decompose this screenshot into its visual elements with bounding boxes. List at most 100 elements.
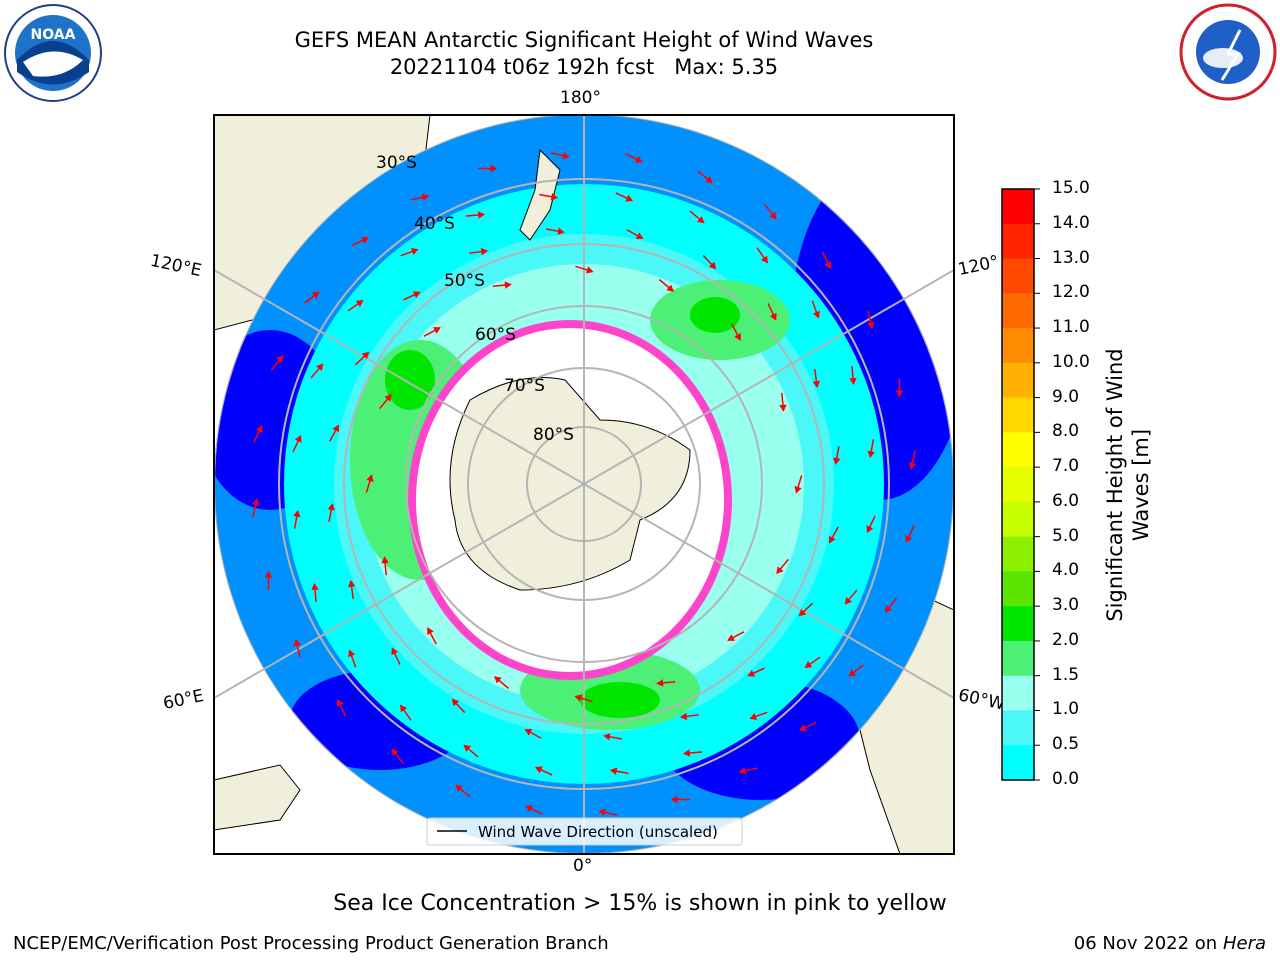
wind-arrow-head bbox=[634, 155, 643, 163]
wind-arrow-head bbox=[311, 583, 319, 591]
wind-arrow-head bbox=[455, 784, 463, 792]
wind-arrow-head bbox=[251, 498, 260, 506]
wind-arrow-head bbox=[779, 404, 787, 412]
wind-arrow-head bbox=[490, 164, 498, 173]
sea-ice-note: Sea Ice Concentration > 15% is shown in … bbox=[333, 891, 947, 916]
wind-arrow-head bbox=[598, 808, 606, 817]
wind-arrow-head bbox=[708, 261, 717, 270]
colorbar-band bbox=[1002, 397, 1034, 433]
lat-label-70s: 70°S bbox=[504, 376, 545, 396]
colorbar-tick-label: 2.0 bbox=[1052, 629, 1080, 650]
wind-arrow-head bbox=[534, 766, 543, 774]
wind-arrow-head bbox=[666, 284, 675, 292]
wind-arrow-head bbox=[255, 425, 263, 434]
wind-arrow-head bbox=[804, 661, 813, 668]
colorbar-band bbox=[1002, 536, 1034, 572]
wind-arrow-head bbox=[833, 457, 841, 465]
wind-arrow-head bbox=[316, 363, 324, 371]
lat-label-80s: 80°S bbox=[533, 425, 574, 445]
colorbar-label-line2: Waves [m] bbox=[1129, 428, 1153, 542]
wind-arrows bbox=[251, 151, 917, 817]
wind-arrow-head bbox=[421, 193, 430, 201]
wind-arrow-head bbox=[550, 193, 559, 201]
wind-arrow-head bbox=[683, 749, 691, 757]
wind-arrow-head bbox=[294, 434, 302, 443]
wind-arrow-head bbox=[366, 474, 374, 483]
colorbar-tick-label: 1.5 bbox=[1052, 664, 1080, 685]
wind-arrow-head bbox=[311, 291, 320, 299]
colorbar-tick-label: 6.0 bbox=[1052, 490, 1080, 511]
colorbar-band bbox=[1002, 501, 1034, 538]
wind-arrow-head bbox=[355, 300, 364, 307]
colorbar-tick-label: 0.0 bbox=[1052, 769, 1080, 789]
wind-arrow-head bbox=[524, 729, 533, 736]
wind-arrow-head bbox=[381, 556, 389, 564]
colorbar-tick-label: 0.5 bbox=[1052, 734, 1080, 755]
colorbar-tick-label: 15.0 bbox=[1052, 178, 1090, 198]
wind-arrow-head bbox=[480, 247, 489, 256]
machine-name: Hera bbox=[1222, 933, 1266, 954]
wind-arrow-head bbox=[348, 649, 356, 658]
wind-arrow-head bbox=[798, 608, 807, 617]
wind-arrow-head bbox=[391, 748, 399, 757]
wind-arrow-head bbox=[799, 724, 807, 732]
wind-arrow-head bbox=[761, 255, 768, 264]
wind-arrow-head bbox=[603, 733, 611, 741]
chart-title: GEFS MEAN Antarctic Significant Height o… bbox=[294, 28, 874, 52]
wind-arrow-head bbox=[384, 393, 392, 402]
wind-arrow-head bbox=[738, 767, 747, 775]
wind-arrow-head bbox=[525, 805, 534, 813]
wind-arrow-head bbox=[585, 266, 594, 274]
colorbar-band bbox=[1002, 223, 1034, 260]
africa-land bbox=[214, 764, 301, 831]
credit-text: NCEP/EMC/Verification Post Processing Pr… bbox=[13, 933, 609, 954]
colorbar bbox=[1001, 188, 1040, 781]
wind-arrow-head bbox=[867, 450, 875, 459]
lon-label-180: 180° bbox=[560, 88, 601, 108]
wind-arrow-head bbox=[451, 698, 460, 707]
lat-label-50s: 50°S bbox=[444, 271, 485, 291]
noaa-logo: NOAA bbox=[3, 2, 103, 104]
date-stamp: 06 Nov 2022 on Hera bbox=[1074, 933, 1266, 954]
map-frame bbox=[213, 114, 955, 855]
wind-arrow-head bbox=[504, 281, 512, 289]
lon-label-0: 0° bbox=[573, 856, 593, 876]
wind-arrow-head bbox=[562, 151, 570, 160]
date-text: 06 Nov 2022 on bbox=[1073, 933, 1218, 954]
wind-arrow-head bbox=[625, 194, 634, 202]
wind-arrow-head bbox=[557, 227, 565, 235]
wind-arrow-head bbox=[493, 676, 502, 684]
wind-arrow-head bbox=[734, 333, 741, 341]
colorbar-band bbox=[1002, 710, 1034, 746]
wind-arrow-head bbox=[635, 232, 644, 239]
colorbar-band bbox=[1002, 640, 1034, 677]
wind-arrow-head bbox=[776, 566, 784, 575]
wind-arrow-head bbox=[336, 699, 344, 707]
wind-arrow-head bbox=[427, 627, 434, 635]
wind-arrow-head bbox=[391, 647, 399, 656]
wind-arrow-head bbox=[477, 211, 485, 219]
colorbar-tick-label: 3.0 bbox=[1052, 595, 1080, 616]
wind-arrow-head bbox=[727, 634, 735, 641]
lat-label-40s: 40°S bbox=[414, 214, 455, 234]
wind-arrow-head bbox=[747, 669, 756, 677]
colorbar-label-line1: Significant Height of Wind bbox=[1103, 348, 1127, 622]
colorbar-band bbox=[1002, 745, 1034, 781]
colorbar-band bbox=[1002, 328, 1034, 364]
colorbar-tick-label: 11.0 bbox=[1052, 317, 1090, 338]
wind-arrow-head bbox=[361, 351, 370, 360]
colorbar-band bbox=[1002, 258, 1034, 294]
colorbar-tick-label: 10.0 bbox=[1052, 351, 1090, 372]
colorbar-band bbox=[1002, 467, 1034, 503]
wind-arrow-head bbox=[749, 712, 758, 720]
colorbar-band bbox=[1002, 432, 1034, 468]
wind-arrow-head bbox=[848, 669, 857, 677]
wind-arrow-head bbox=[697, 216, 705, 224]
wind-arrow-head bbox=[794, 485, 802, 494]
wind-arrow-head bbox=[609, 767, 618, 775]
wind-arrow-head bbox=[410, 248, 419, 256]
colorbar-tick-label: 12.0 bbox=[1052, 282, 1090, 303]
wind-arrow-head bbox=[812, 380, 821, 389]
colorbar-band bbox=[1002, 293, 1034, 329]
